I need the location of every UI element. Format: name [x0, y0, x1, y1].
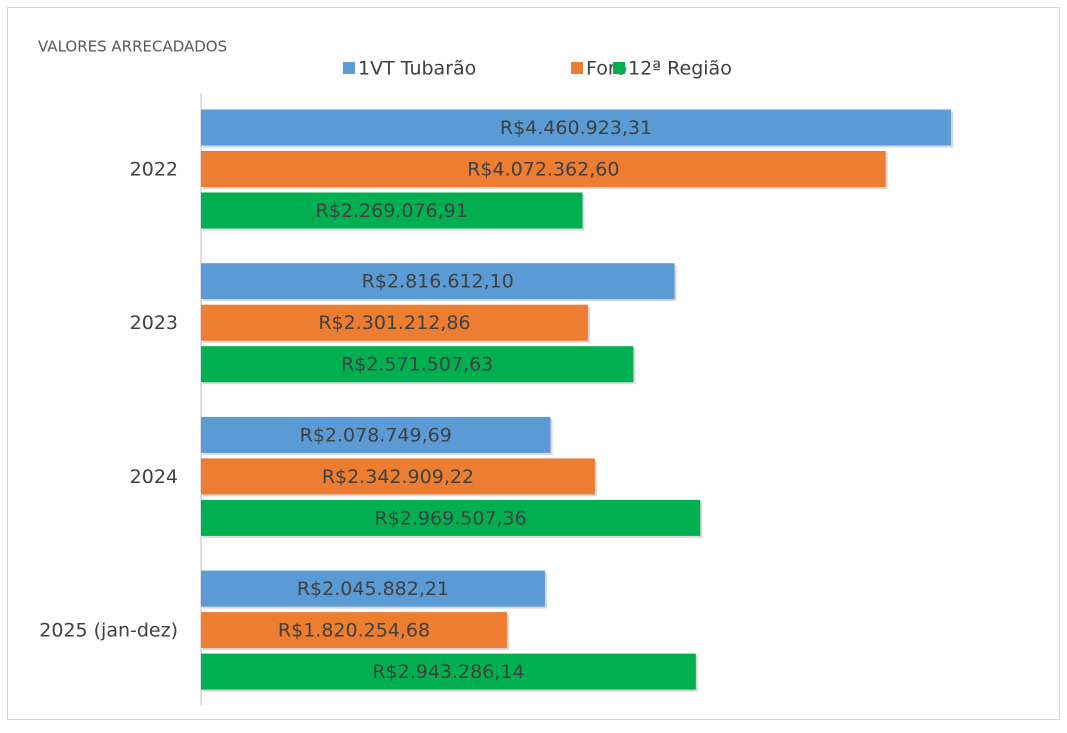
bar	[201, 499, 701, 536]
legend-swatch	[571, 62, 583, 74]
legend-label: 12ª Região	[628, 58, 732, 80]
legend-swatch	[343, 62, 355, 74]
value-label: R$4.072.362,60	[467, 159, 619, 181]
bar	[201, 192, 583, 229]
bar	[201, 263, 675, 300]
bar	[201, 653, 696, 690]
value-label: R$4.460.923,31	[500, 117, 652, 139]
category-label: 2024	[130, 466, 178, 488]
bar	[201, 612, 508, 649]
bar	[201, 109, 951, 146]
bar	[201, 346, 634, 383]
bar	[201, 458, 595, 495]
bar	[201, 304, 588, 341]
category-label: 2025 (jan-dez)	[39, 620, 178, 642]
bar	[201, 416, 551, 453]
value-label: R$2.816.612,10	[362, 271, 514, 293]
bar	[201, 151, 886, 187]
legend-label: 1VT Tubarão	[358, 58, 476, 80]
chart-title: VALORES ARRECADADOS	[38, 38, 227, 56]
value-label: R$2.571.507,63	[341, 354, 493, 376]
value-label: R$2.078.749,69	[300, 424, 452, 446]
category-label: 2022	[130, 159, 178, 181]
value-label: R$2.269.076,91	[316, 200, 468, 222]
value-label: R$2.301.212,86	[318, 312, 470, 334]
value-label: R$2.342.909,22	[322, 466, 474, 488]
value-label: R$2.045.882,21	[297, 578, 449, 600]
bar	[201, 570, 545, 607]
legend-swatch	[613, 62, 625, 74]
value-label: R$1.820.254,68	[278, 620, 430, 642]
value-label: R$2.943.286,14	[372, 661, 524, 683]
value-label: R$2.969.507,36	[375, 507, 527, 529]
category-label: 2023	[130, 312, 178, 334]
